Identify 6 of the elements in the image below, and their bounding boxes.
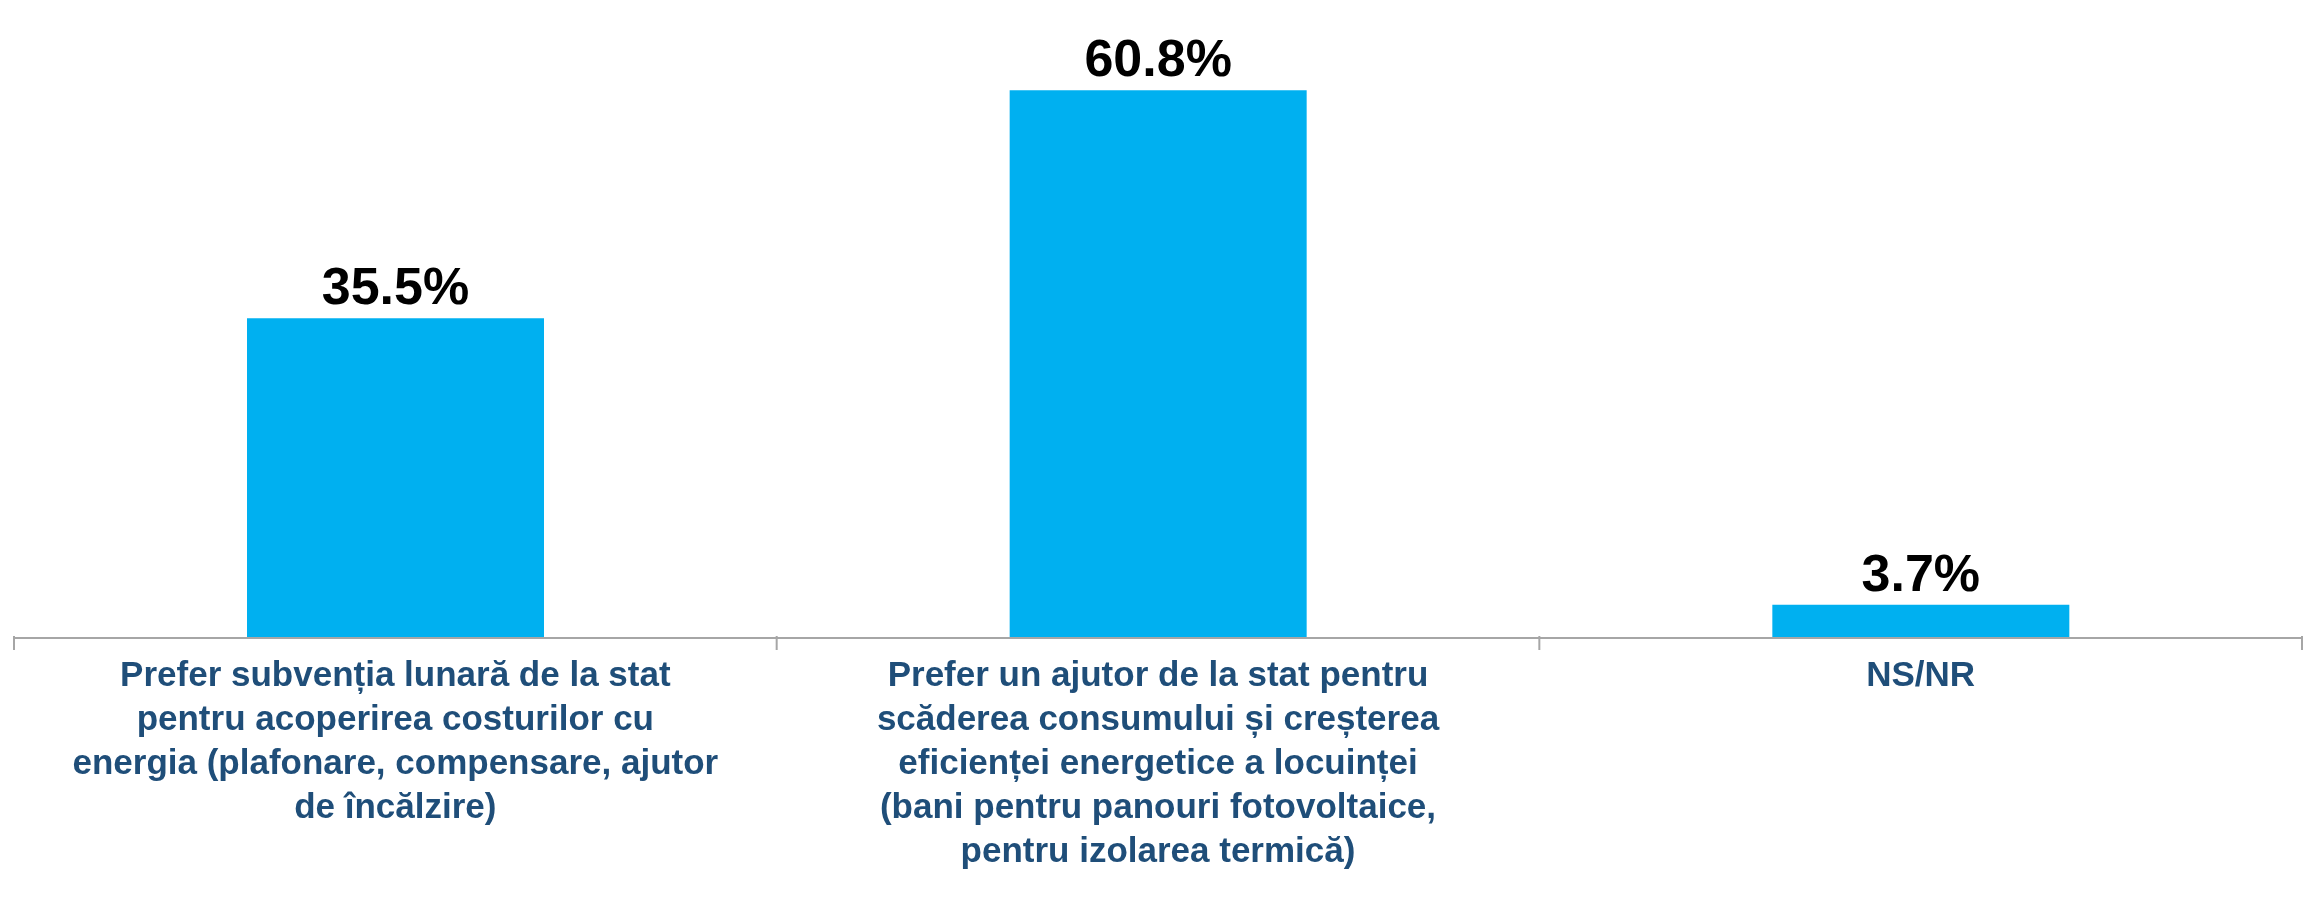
data-label: 35.5% xyxy=(321,257,470,316)
x-tick-label: Prefer un ajutor de la stat pentru scăderea consumului și creșterea eficienței energetice a locuinței (bani pentru panouri fotovoltaice, pentru izolarea termică) xyxy=(876,654,1440,869)
data-label: 3.7% xyxy=(1861,543,1981,602)
data-label: 60.8% xyxy=(1084,29,1232,88)
x-tick-label: Prefer subvenția lunară de la stat pentru acoperirea costurilor cu energia (plafonare, compensare, ajutor de încălzire) xyxy=(72,654,719,825)
x-tick-label: NS/NR xyxy=(1866,654,1976,693)
